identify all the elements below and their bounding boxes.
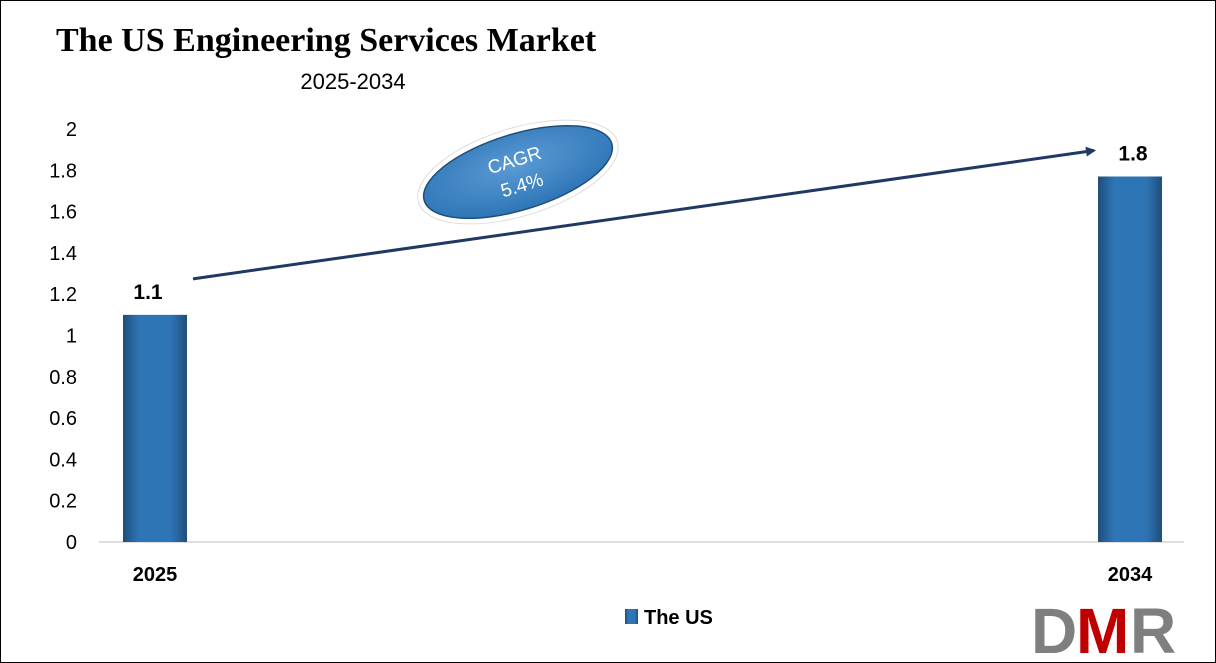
y-tick-label: 1.8 [49,160,77,182]
cagr-badge: CAGR 5.4% [417,119,619,225]
data-label-2034: 1.8 [1118,142,1148,165]
x-tick-2034: 2034 [1108,564,1153,586]
bar-2034 [1098,176,1162,542]
logo-letter-m: M [1076,595,1129,662]
data-labels-group: 1.1 1.8 [133,142,1148,303]
legend-label: The US [644,607,713,629]
y-axis-ticks: 0 0.2 0.4 0.6 0.8 1 1.2 1.4 1.6 1.8 2 [49,119,77,554]
logo-letter-r: R [1130,595,1176,662]
y-tick-label: 0.2 [49,491,77,513]
y-tick-label: 1.4 [49,243,77,265]
chart-subtitle: 2025-2034 [300,69,405,94]
dmr-logo: D M R [1031,595,1176,662]
legend-swatch [625,609,638,624]
y-tick-label: 0.6 [49,408,77,430]
y-tick-label: 1 [66,326,77,348]
y-tick-label: 1.6 [49,202,77,224]
bar-2025 [123,314,187,542]
legend: The US [625,607,713,629]
y-tick-label: 1.2 [49,284,77,306]
data-label-2025: 1.1 [133,281,163,304]
y-tick-label: 0.4 [49,449,77,471]
x-axis-ticks: 2025 2034 [133,564,1153,586]
x-tick-2025: 2025 [133,564,178,586]
bars-group [123,176,1162,542]
logo-letter-d: D [1031,595,1077,662]
chart-title: The US Engineering Services Market [56,22,597,59]
y-tick-label: 0.8 [49,367,77,389]
growth-arrow [192,146,1096,281]
y-tick-label: 2 [66,119,77,141]
y-tick-label: 0 [66,532,77,554]
